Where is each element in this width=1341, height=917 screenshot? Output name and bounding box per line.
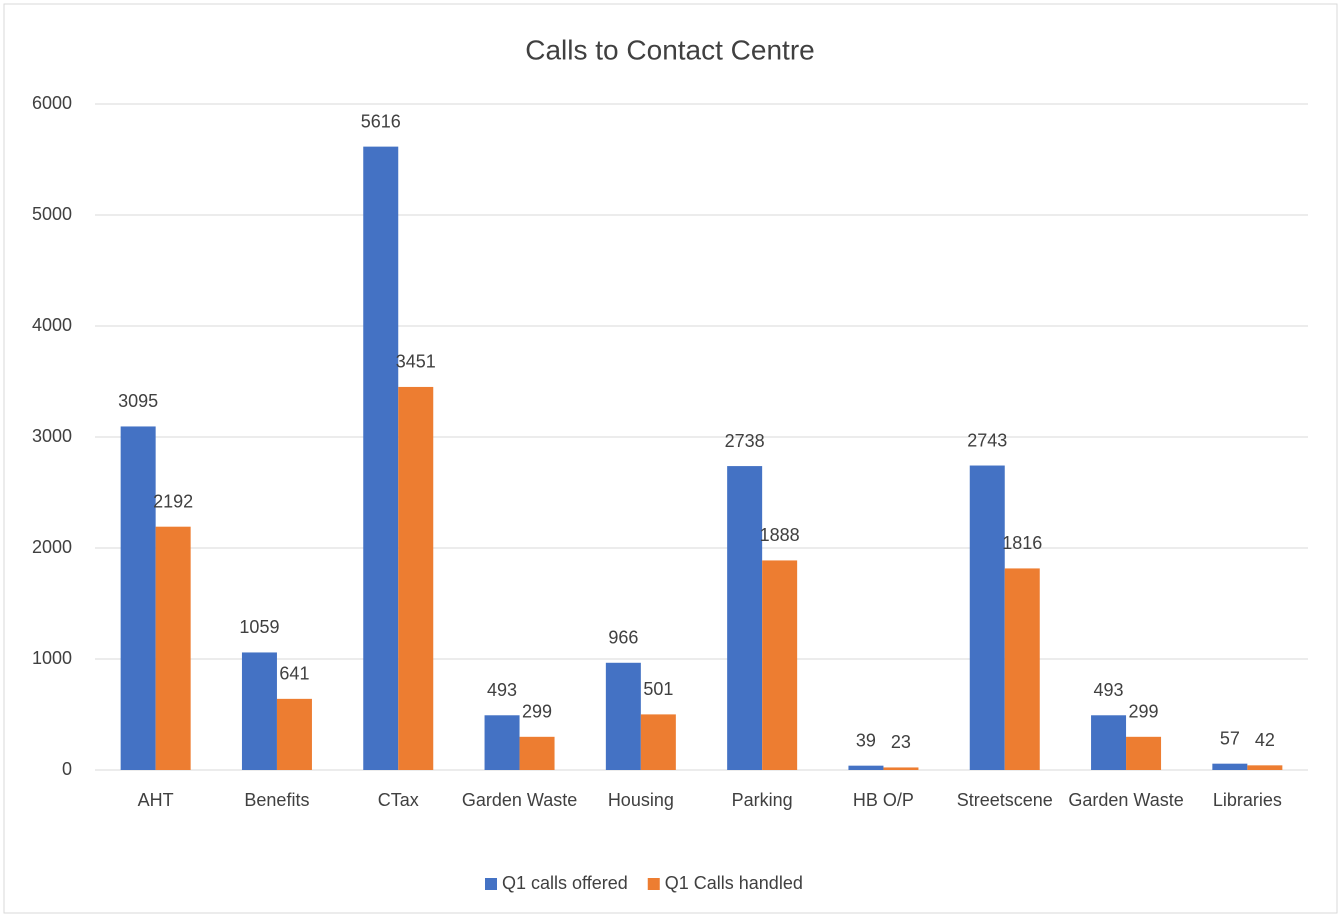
data-label: 5616 xyxy=(361,111,401,131)
bar xyxy=(276,698,312,770)
x-tick-label: Parking xyxy=(731,790,793,810)
data-label: 1888 xyxy=(760,525,800,545)
x-tick-label: Garden Waste xyxy=(461,790,578,810)
bar xyxy=(969,465,1005,770)
data-label: 2743 xyxy=(967,430,1007,450)
data-label: 1816 xyxy=(1002,533,1042,553)
bar xyxy=(484,715,520,770)
chart-border xyxy=(3,3,1338,914)
bar xyxy=(1004,568,1040,770)
data-label: 493 xyxy=(487,680,517,700)
legend-label: Q1 calls offered xyxy=(502,873,628,893)
bar xyxy=(155,526,191,770)
x-tick-label: Streetscene xyxy=(956,790,1053,810)
y-tick-label: 2000 xyxy=(32,537,72,557)
data-label: 641 xyxy=(279,664,309,684)
data-label: 42 xyxy=(1255,730,1275,750)
bar xyxy=(363,146,399,770)
y-tick-label: 4000 xyxy=(32,315,72,335)
data-label: 493 xyxy=(1094,680,1124,700)
legend-swatch xyxy=(647,878,660,890)
x-tick-label: Benefits xyxy=(244,790,310,810)
y-tick-label: 0 xyxy=(62,759,72,779)
chart-title: Calls to Contact Centre xyxy=(525,34,814,65)
data-label: 3095 xyxy=(118,391,158,411)
bar xyxy=(883,767,919,770)
data-label: 299 xyxy=(1129,702,1159,722)
data-label: 39 xyxy=(856,730,876,750)
x-tick-label: HB O/P xyxy=(852,790,914,810)
legend-label: Q1 Calls handled xyxy=(665,873,803,893)
bar xyxy=(727,466,763,770)
data-label: 299 xyxy=(522,702,552,722)
data-label: 2738 xyxy=(725,431,765,451)
x-tick-label: CTax xyxy=(377,790,419,810)
bar xyxy=(120,426,156,770)
bar xyxy=(848,765,884,770)
data-label: 3451 xyxy=(396,352,436,372)
bar xyxy=(762,560,798,770)
data-label: 23 xyxy=(891,732,911,752)
bar xyxy=(398,386,434,770)
bar xyxy=(640,714,676,770)
data-label: 57 xyxy=(1220,728,1240,748)
data-label: 1059 xyxy=(239,617,279,637)
x-tick-label: Garden Waste xyxy=(1068,790,1184,810)
y-tick-label: 5000 xyxy=(32,204,72,224)
y-tick-label: 6000 xyxy=(32,93,72,113)
x-tick-label: AHT xyxy=(137,790,174,810)
data-label: 2192 xyxy=(153,491,193,511)
legend-swatch xyxy=(485,878,497,890)
bar xyxy=(1212,763,1248,770)
y-tick-label: 3000 xyxy=(32,426,72,446)
bar xyxy=(241,652,277,770)
bar xyxy=(1091,715,1127,770)
bar xyxy=(1126,736,1162,770)
bar xyxy=(519,736,555,770)
x-tick-label: Housing xyxy=(607,790,674,810)
y-tick-label: 1000 xyxy=(32,648,72,668)
x-tick-label: Libraries xyxy=(1212,790,1282,810)
data-label: 501 xyxy=(643,679,673,699)
bar xyxy=(605,662,641,770)
data-label: 966 xyxy=(608,628,638,648)
bar xyxy=(1247,765,1283,770)
